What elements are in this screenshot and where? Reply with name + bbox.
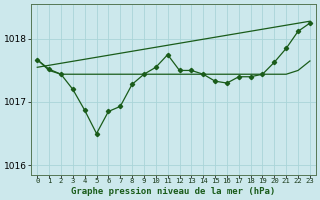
- X-axis label: Graphe pression niveau de la mer (hPa): Graphe pression niveau de la mer (hPa): [71, 187, 276, 196]
